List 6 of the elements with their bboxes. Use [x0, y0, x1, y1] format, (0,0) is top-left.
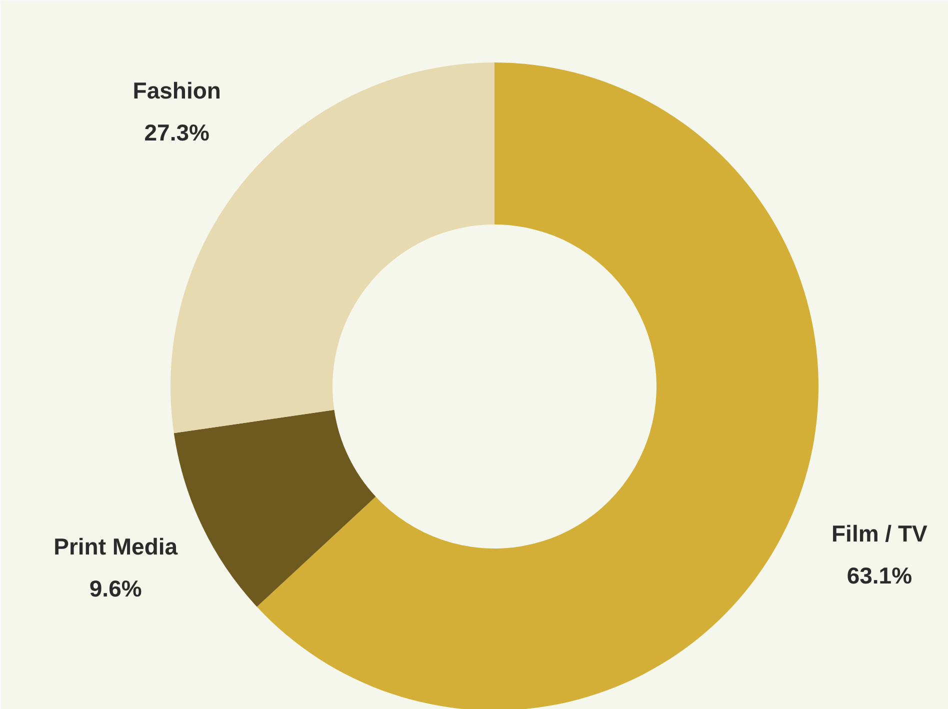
data-label: 63.1% [846, 562, 912, 589]
slice-label: Fashion [132, 78, 221, 104]
data-label: 27.3% [144, 120, 210, 146]
data-label: 9.6% [89, 576, 142, 602]
slice-label: Film / TV [832, 520, 928, 547]
slice-label: Print Media [54, 534, 178, 560]
